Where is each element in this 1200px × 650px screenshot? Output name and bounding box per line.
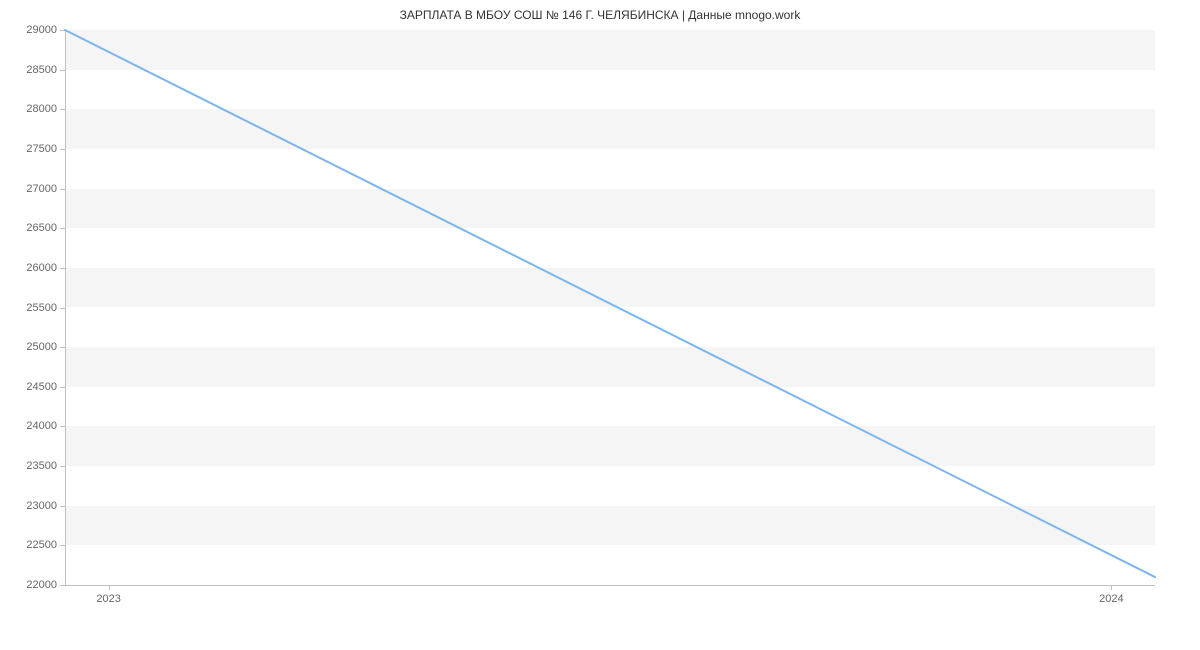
x-tick-label: 2024	[1099, 593, 1123, 605]
y-tick-label: 22000	[26, 579, 57, 591]
data-line	[65, 30, 1155, 577]
chart-title: ЗАРПЛАТА В МБОУ СОШ № 146 Г. ЧЕЛЯБИНСКА …	[0, 8, 1200, 22]
x-tick-mark	[109, 585, 110, 590]
plot-area: 2200022500230002350024000245002500025500…	[65, 30, 1155, 585]
y-tick-label: 28500	[26, 64, 57, 76]
y-tick-label: 24000	[26, 420, 57, 432]
y-tick-label: 27000	[26, 183, 57, 195]
chart-container: ЗАРПЛАТА В МБОУ СОШ № 146 Г. ЧЕЛЯБИНСКА …	[0, 0, 1200, 650]
y-tick-label: 24500	[26, 381, 57, 393]
line-layer	[65, 30, 1155, 585]
x-tick-mark	[1111, 585, 1112, 590]
x-axis-line	[65, 585, 1155, 586]
y-tick-label: 22500	[26, 539, 57, 551]
y-tick-label: 26000	[26, 262, 57, 274]
x-tick-label: 2023	[96, 593, 120, 605]
y-tick-label: 29000	[26, 24, 57, 36]
y-tick-label: 26500	[26, 222, 57, 234]
y-tick-label: 23000	[26, 500, 57, 512]
y-tick-label: 23500	[26, 460, 57, 472]
y-tick-label: 25500	[26, 302, 57, 314]
y-tick-label: 25000	[26, 341, 57, 353]
y-tick-label: 28000	[26, 103, 57, 115]
y-tick-label: 27500	[26, 143, 57, 155]
y-tick-mark	[60, 585, 65, 586]
